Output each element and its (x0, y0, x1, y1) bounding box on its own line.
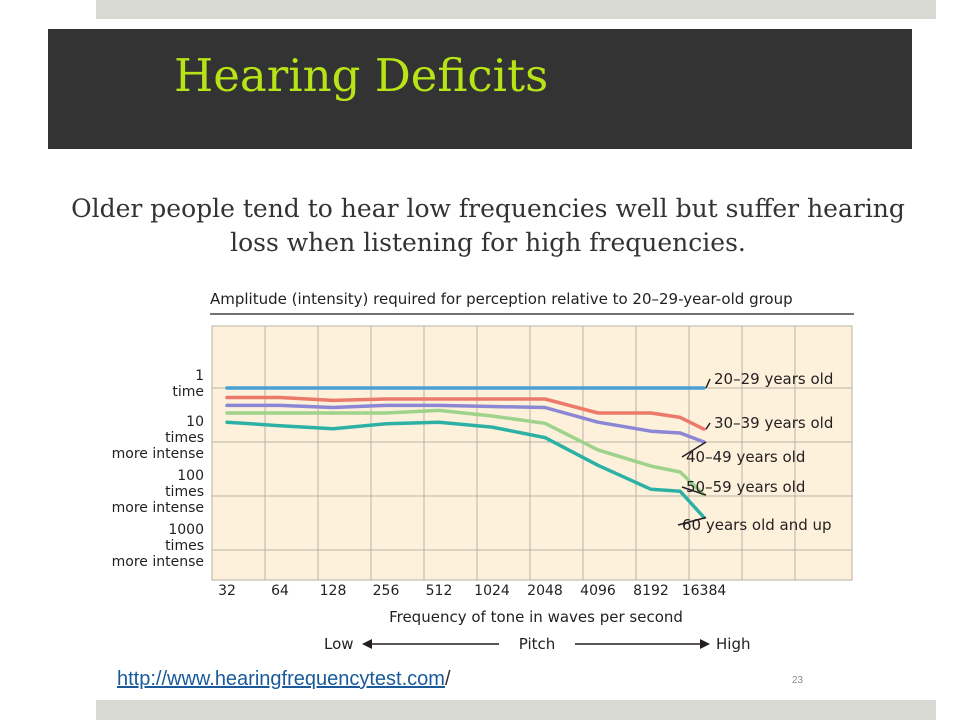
y-tick-label: 100 times more intense (112, 468, 204, 516)
source-link[interactable]: http://www.hearingfrequencytest.com (117, 668, 445, 690)
y-tick-label-line: more intense (112, 554, 204, 570)
series-label: 50–59 years old (686, 478, 805, 496)
x-axis-title: Frequency of tone in waves per second (389, 608, 683, 626)
y-tick-label-line: 10 (186, 414, 204, 430)
x-tick-label: 32 (218, 583, 236, 599)
series-label: 60 years old and up (682, 516, 832, 534)
y-tick-label-line: times (165, 430, 204, 446)
pitch-arrow-left-head (362, 639, 372, 649)
x-tick-label: 16384 (682, 583, 727, 599)
plot-area (211, 325, 853, 581)
series-leader-line (705, 422, 711, 430)
series-lines (225, 386, 706, 520)
series-line (225, 395, 706, 431)
top-decor-band (96, 0, 936, 19)
y-tick-label-line: times (165, 538, 204, 554)
y-tick-label-line: more intense (112, 500, 204, 516)
series-line (225, 408, 706, 497)
pitch-arrow-right-head (700, 639, 710, 649)
y-tick-label-line: times (165, 484, 204, 500)
x-tick-label: 64 (271, 583, 289, 599)
x-tick-label: 256 (373, 583, 400, 599)
title-bar: Hearing Deficits (48, 29, 912, 149)
slide-title: Hearing Deficits (174, 49, 549, 102)
slide-subtitle: Older people tend to hear low frequencie… (71, 194, 905, 257)
series-label: 30–39 years old (714, 414, 833, 432)
y-tick-label-line: time (172, 384, 204, 400)
x-tick-label: 8192 (633, 583, 669, 599)
y-tick-label-line: 1000 (168, 522, 204, 538)
y-tick-label: 1 time (172, 368, 204, 400)
x-tick-label: 128 (320, 583, 347, 599)
hearing-loss-chart: Amplitude (intensity) required for perce… (112, 290, 854, 653)
x-tick-label: 2048 (527, 583, 563, 599)
x-axis-labels: 32 64 128 256 512 1024 2048 4096 8192 16384 (218, 583, 726, 599)
chart-title: Amplitude (intensity) required for perce… (210, 290, 793, 308)
source-link-trailing: / (444, 668, 451, 690)
pitch-high-label: High (716, 635, 750, 653)
footer-link-line: http://www.hearingfrequencytest.com/ (117, 668, 451, 691)
pitch-low-label: Low (324, 635, 354, 653)
series-leader-line (681, 486, 707, 496)
page-number: 23 (792, 675, 804, 686)
y-tick-label: 10 times more intense (112, 414, 204, 462)
series-leader-line (705, 378, 711, 389)
series-label: 40–49 years old (686, 448, 805, 466)
x-tick-label: 512 (426, 583, 453, 599)
series-leader-line (677, 516, 707, 526)
x-tick-label: 4096 (580, 583, 616, 599)
y-tick-label-line: more intense (112, 446, 204, 462)
series-labels: 20–29 years old 30–39 years old 40–49 year… (677, 370, 833, 534)
bottom-decor-band (96, 700, 936, 720)
y-tick-label-line: 100 (177, 468, 204, 484)
series-line (225, 403, 706, 444)
x-tick-label: 1024 (474, 583, 510, 599)
pitch-label: Pitch (519, 635, 556, 653)
series-leader-line (681, 441, 707, 458)
series-line (225, 420, 706, 520)
y-tick-label: 1000 times more intense (112, 522, 204, 570)
y-tick-label-line: 1 (195, 368, 204, 384)
series-label: 20–29 years old (714, 370, 833, 388)
